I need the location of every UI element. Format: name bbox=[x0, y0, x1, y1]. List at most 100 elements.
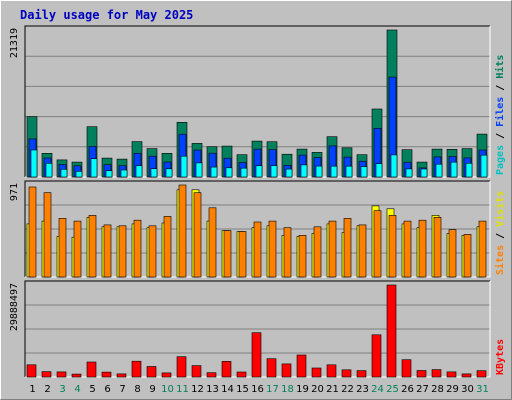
bar-pages-day-31 bbox=[480, 154, 488, 178]
bar-kbytes-day-10 bbox=[161, 372, 172, 378]
bar-pages-day-2 bbox=[45, 163, 53, 178]
panel-1: 21319 Pages / Files / Hits bbox=[9, 25, 506, 178]
bar-pages-day-30 bbox=[465, 163, 473, 178]
bar-pages-day-8 bbox=[135, 165, 143, 178]
bar-sites-day-19 bbox=[298, 235, 307, 278]
bar-pages-day-15 bbox=[240, 167, 248, 178]
day-label-2: 2 bbox=[44, 384, 50, 395]
bar-kbytes-day-21 bbox=[326, 364, 337, 378]
bar-pages-day-5 bbox=[90, 158, 98, 178]
bar-sites-day-15 bbox=[238, 231, 247, 278]
bar-pages-day-13 bbox=[210, 166, 218, 178]
panel-3-max-label: 29888497 bbox=[9, 283, 20, 331]
bar-sites-day-3 bbox=[58, 218, 67, 278]
bar-sites-day-8 bbox=[133, 219, 142, 278]
bar-kbytes-day-3 bbox=[56, 371, 67, 378]
bar-pages-day-9 bbox=[150, 168, 158, 178]
bar-pages-day-27 bbox=[420, 168, 428, 178]
bar-sites-day-12 bbox=[193, 192, 202, 278]
day-label-10: 10 bbox=[161, 384, 174, 395]
bar-kbytes-day-2 bbox=[41, 371, 52, 378]
bar-pages-day-11 bbox=[180, 155, 188, 178]
day-label-19: 19 bbox=[296, 384, 309, 395]
bar-pages-day-6 bbox=[105, 170, 113, 178]
bar-kbytes-day-22 bbox=[341, 369, 352, 378]
legend-visits: Visits bbox=[494, 191, 506, 227]
chart-title: Daily usage for May 2025 bbox=[20, 8, 193, 22]
day-label-12: 12 bbox=[191, 384, 204, 395]
bar-sites-day-20 bbox=[313, 226, 322, 278]
bar-kbytes-day-25 bbox=[386, 284, 397, 378]
bar-kbytes-day-6 bbox=[101, 371, 112, 378]
bar-pages-day-21 bbox=[330, 165, 338, 178]
bar-kbytes-day-20 bbox=[311, 367, 322, 378]
day-label-20: 20 bbox=[311, 384, 324, 395]
bar-sites-day-31 bbox=[478, 220, 487, 278]
legend-hits: Hits bbox=[494, 55, 506, 79]
bar-pages-day-22 bbox=[345, 165, 353, 178]
day-label-4: 4 bbox=[74, 384, 80, 395]
day-label-5: 5 bbox=[89, 384, 95, 395]
day-label-7: 7 bbox=[119, 384, 125, 395]
bar-pages-day-29 bbox=[450, 161, 458, 178]
day-label-23: 23 bbox=[356, 384, 369, 395]
bar-kbytes-day-9 bbox=[146, 366, 157, 378]
bar-kbytes-day-28 bbox=[431, 369, 442, 378]
bar-pages-day-10 bbox=[165, 168, 173, 178]
bar-kbytes-day-19 bbox=[296, 354, 307, 378]
bar-sites-day-7 bbox=[118, 225, 127, 278]
day-label-25: 25 bbox=[386, 384, 399, 395]
bar-pages-day-25 bbox=[390, 154, 398, 178]
bar-pages-day-14 bbox=[225, 167, 233, 178]
bar-kbytes-day-1 bbox=[26, 364, 37, 378]
legend-separator: / bbox=[495, 127, 506, 145]
day-label-13: 13 bbox=[206, 384, 219, 395]
panel-2-legend: Sites / Visits bbox=[494, 191, 506, 275]
bar-pages-day-18 bbox=[285, 168, 293, 178]
bar-kbytes-day-30 bbox=[461, 373, 472, 378]
bar-kbytes-day-11 bbox=[176, 356, 187, 378]
bar-kbytes-day-29 bbox=[446, 371, 457, 378]
bar-sites-day-13 bbox=[208, 207, 217, 278]
day-label-11: 11 bbox=[176, 384, 189, 395]
bar-sites-day-18 bbox=[283, 227, 292, 278]
bar-sites-day-16 bbox=[253, 221, 262, 278]
day-label-6: 6 bbox=[104, 384, 110, 395]
panel-2-max-label: 971 bbox=[9, 183, 20, 201]
day-label-18: 18 bbox=[281, 384, 294, 395]
panel-1-max-label: 21319 bbox=[9, 28, 20, 58]
day-label-31: 31 bbox=[476, 384, 489, 395]
panel-1-legend: Pages / Files / Hits bbox=[494, 55, 506, 175]
bar-sites-day-25 bbox=[388, 215, 397, 278]
day-label-24: 24 bbox=[371, 384, 384, 395]
bar-kbytes-day-17 bbox=[266, 358, 277, 378]
bar-kbytes-day-31 bbox=[476, 370, 487, 378]
panel-2: 971 Sites / Visits bbox=[9, 180, 506, 278]
day-label-8: 8 bbox=[134, 384, 140, 395]
day-label-22: 22 bbox=[341, 384, 354, 395]
bar-pages-day-23 bbox=[360, 166, 368, 178]
legend-separator: / bbox=[495, 227, 506, 245]
bar-sites-day-22 bbox=[343, 218, 352, 278]
bar-kbytes-day-27 bbox=[416, 370, 427, 378]
bar-kbytes-day-26 bbox=[401, 359, 412, 378]
bar-kbytes-day-4 bbox=[71, 373, 82, 378]
bar-sites-day-1 bbox=[28, 186, 37, 278]
bar-pages-day-19 bbox=[300, 164, 308, 178]
bar-kbytes-day-18 bbox=[281, 363, 292, 378]
day-label-16: 16 bbox=[251, 384, 264, 395]
day-label-14: 14 bbox=[221, 384, 234, 395]
bar-kbytes-day-23 bbox=[356, 370, 367, 378]
bar-kbytes-day-15 bbox=[236, 371, 247, 378]
bar-sites-day-4 bbox=[73, 220, 82, 278]
bar-sites-day-29 bbox=[448, 229, 457, 278]
bar-pages-day-12 bbox=[195, 162, 203, 178]
day-label-1: 1 bbox=[29, 384, 35, 395]
bar-sites-day-17 bbox=[268, 220, 277, 278]
bar-kbytes-day-12 bbox=[191, 365, 202, 378]
panel-border-dark bbox=[24, 180, 490, 277]
bar-sites-day-30 bbox=[463, 234, 472, 278]
day-label-29: 29 bbox=[446, 384, 459, 395]
legend-files: Files bbox=[494, 97, 506, 127]
